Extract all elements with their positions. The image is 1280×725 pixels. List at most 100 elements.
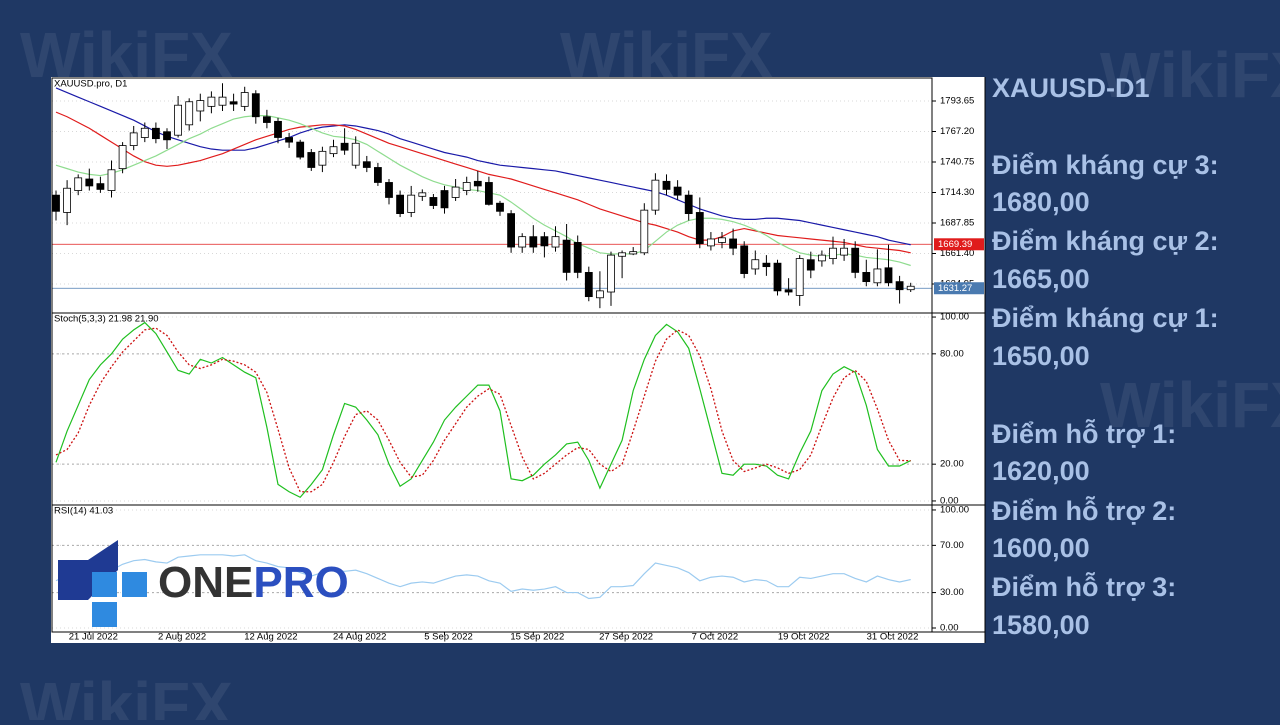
candle-body xyxy=(762,262,771,268)
candle-body xyxy=(507,213,516,248)
candle-body xyxy=(695,212,704,244)
candle-body xyxy=(218,96,227,106)
candle-body xyxy=(784,289,793,293)
series-line xyxy=(55,111,911,254)
candle-body xyxy=(151,127,160,140)
y-tick-label: 1714.30 xyxy=(940,187,974,198)
logo-shape xyxy=(58,560,88,600)
chart-frame xyxy=(51,77,985,643)
sidebar-title: XAUUSD-D1 xyxy=(992,73,1150,103)
candle-body xyxy=(484,182,493,205)
candle-body xyxy=(285,137,294,143)
candle-body xyxy=(107,169,116,191)
logo-pro: PRO xyxy=(253,558,348,607)
x-tick-label: 12 Aug 2022 xyxy=(244,632,297,643)
candle-body xyxy=(540,236,549,247)
level-label: Điểm kháng cự 3: xyxy=(992,150,1219,180)
candle-body xyxy=(63,187,71,213)
candle-body xyxy=(118,145,127,170)
level-label: Điểm kháng cự 1: xyxy=(992,303,1219,333)
candle-body xyxy=(684,194,693,215)
candle-body xyxy=(662,180,671,190)
y-tick-label: 1661.40 xyxy=(940,248,974,259)
x-tick-label: 2 Aug 2022 xyxy=(158,632,206,643)
series-line xyxy=(55,321,911,499)
candle-body xyxy=(629,251,638,255)
panel-title: Stoch(5,3,3) 21.98 21.90 xyxy=(54,314,159,325)
candle-body xyxy=(451,186,460,198)
candle-body xyxy=(385,182,393,198)
candle-body xyxy=(85,178,94,187)
series-line xyxy=(55,327,911,493)
candle-body xyxy=(196,100,205,112)
candle-body xyxy=(651,179,660,211)
candle-body xyxy=(673,186,682,196)
level-label: Điểm hỗ trợ 1: xyxy=(992,418,1176,449)
candle-body xyxy=(562,239,571,273)
y-tick-label: 0.00 xyxy=(940,495,959,506)
sidebar: XAUUSD-D1 Điểm kháng cự 3: 1680,00 Điểm kh… xyxy=(992,73,1219,640)
candle-body xyxy=(829,247,837,259)
y-tick-label: 100.00 xyxy=(940,504,969,515)
price-tag-label: 1631.27 xyxy=(938,283,972,294)
y-tick-label: 70.00 xyxy=(940,540,964,551)
candle-body xyxy=(262,116,271,123)
candle-body xyxy=(473,180,482,187)
candle-body xyxy=(607,254,615,293)
series-line xyxy=(55,114,911,267)
candle-body xyxy=(163,131,171,141)
candle-body xyxy=(174,104,183,136)
candle-body xyxy=(351,142,360,166)
watermark: WikiFX xyxy=(1100,39,1280,111)
x-tick-label: 31 Oct 2022 xyxy=(867,632,919,643)
price-tag xyxy=(934,282,984,295)
candle-body xyxy=(307,152,316,168)
panel-title: RSI(14) 41.03 xyxy=(54,506,113,517)
x-tick-label: 24 Aug 2022 xyxy=(333,632,386,643)
logo-shape xyxy=(122,572,147,597)
candle-body xyxy=(862,272,871,283)
candle-body xyxy=(751,259,760,270)
y-tick-label: 20.00 xyxy=(940,459,964,470)
candle-body xyxy=(596,290,604,299)
logo-one: ONE xyxy=(158,558,253,607)
x-tick-label: 19 Oct 2022 xyxy=(778,632,830,643)
candle-body xyxy=(584,272,593,298)
y-tick-label: 0.00 xyxy=(940,623,959,634)
candle-body xyxy=(718,237,726,243)
logo-text: ONEPRO xyxy=(158,558,349,607)
level-label: Điểm kháng cự 2: xyxy=(992,226,1219,256)
candle-body xyxy=(418,192,427,197)
level-label: Điểm hỗ trợ 3: xyxy=(992,571,1176,602)
candle-body xyxy=(440,190,449,209)
candle-body xyxy=(340,142,349,151)
y-tick-label: 100.00 xyxy=(940,312,969,323)
candle-body xyxy=(407,194,416,213)
level-value: 1620,00 xyxy=(992,456,1090,486)
level-value: 1580,00 xyxy=(992,610,1090,640)
candle-body xyxy=(240,92,249,107)
candle-body xyxy=(274,120,282,138)
y-tick-label: 1687.85 xyxy=(940,218,974,229)
y-tick-label: 1793.65 xyxy=(940,96,974,107)
candle-body xyxy=(640,209,649,254)
candle-body xyxy=(129,132,138,146)
candle-body xyxy=(773,262,782,292)
candle-body xyxy=(140,127,149,138)
candle-body xyxy=(185,101,194,126)
y-tick-label: 1767.20 xyxy=(940,126,974,137)
candle-body xyxy=(329,146,338,155)
candle-body xyxy=(884,267,893,284)
candle-body xyxy=(362,161,371,168)
candle-body xyxy=(529,236,538,248)
x-tick-label: 21 Jul 2022 xyxy=(69,632,118,643)
watermark: WikiFX xyxy=(1100,369,1280,441)
x-tick-label: 7 Oct 2022 xyxy=(692,632,738,643)
panel-title: XAUUSD.pro, D1 xyxy=(54,79,127,90)
candle-body xyxy=(729,238,737,249)
candle-body xyxy=(895,281,904,291)
candle-body xyxy=(496,202,504,212)
price-tag-label: 1669.39 xyxy=(938,239,972,250)
candle-body xyxy=(396,194,405,215)
